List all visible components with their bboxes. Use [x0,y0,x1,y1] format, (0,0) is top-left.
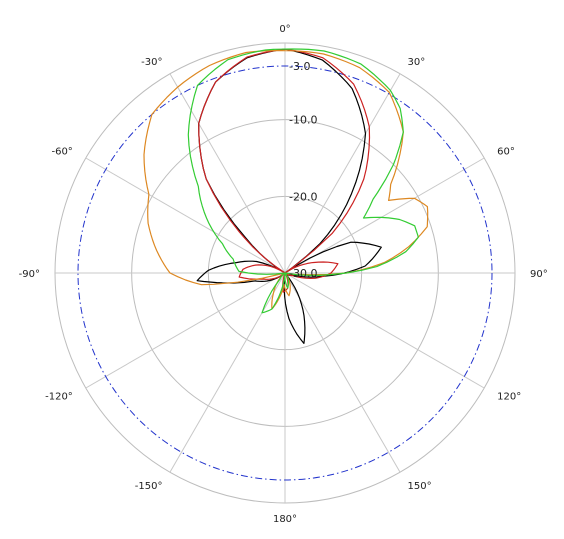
angle-label-7: -150° [135,481,163,492]
angle-label-3: 90° [530,269,548,280]
grid-spoke-8 [85,272,286,389]
grid-spoke-11 [169,73,286,274]
angle-label-2: 60° [497,147,515,158]
radial-label-1: -10.0 [289,114,317,127]
angle-label-5: 150° [408,481,432,492]
grid-spoke-7 [169,272,286,473]
angle-label-9: -90° [19,269,40,280]
angle-label-10: -60° [51,147,72,158]
angle-label-8: -120° [45,392,73,403]
angle-label-4: 120° [497,392,521,403]
grid-spoke-10 [85,157,286,274]
angle-label-1: 30° [408,57,426,68]
radial-label-2: -20.0 [289,190,317,203]
grid-spoke-4 [284,272,485,389]
angle-label-0: 0° [279,24,290,35]
grid-spoke-1 [284,73,401,274]
reference-circle [77,65,493,481]
radial-label-0: -3.0 [289,60,310,73]
angle-label-11: -30° [141,57,162,68]
series-line-2 [143,49,429,310]
series-line-3 [187,48,419,314]
angle-label-6: 180° [273,514,297,525]
grid-spoke-5 [284,272,401,473]
radial-label-3: -30.0 [289,267,317,280]
